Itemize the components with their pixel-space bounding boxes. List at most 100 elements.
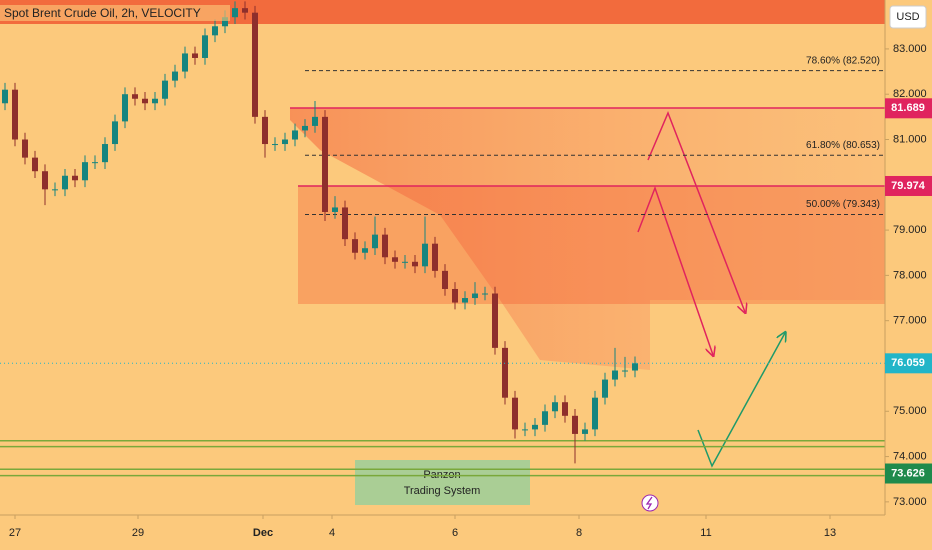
candle-body	[162, 80, 168, 99]
price-marker	[885, 463, 932, 484]
candle-body	[542, 411, 548, 425]
candle-body	[32, 157, 38, 172]
candle-body	[272, 144, 278, 146]
candle-body	[602, 379, 608, 398]
candle-body	[402, 261, 408, 263]
currency-button[interactable]	[889, 5, 927, 29]
candle-body	[222, 17, 228, 27]
candle-body	[492, 293, 498, 348]
watermark-box	[355, 460, 530, 505]
y-tick-label: 74.000	[893, 450, 927, 462]
candle-body	[512, 397, 518, 430]
candle-body	[622, 370, 628, 372]
price-marker-label: 73.626	[891, 467, 925, 479]
event-icon[interactable]	[641, 494, 659, 512]
y-tick-label: 75.000	[893, 405, 927, 417]
candle-body	[532, 424, 538, 430]
candle-body	[452, 288, 458, 303]
x-tick-label: 11	[700, 527, 711, 539]
candle-body	[172, 71, 178, 81]
y-tick-label: 82.000	[893, 88, 927, 100]
x-tick-label: 29	[132, 527, 144, 539]
candle-body	[462, 298, 468, 303]
candle-body	[12, 89, 18, 140]
candle-body	[62, 175, 68, 190]
y-tick-label: 83.000	[893, 43, 927, 55]
candle-body	[182, 53, 188, 72]
candle-body	[562, 402, 568, 416]
candle-body	[392, 257, 398, 262]
candle-body	[442, 270, 448, 289]
x-tick-label: 4	[329, 527, 335, 539]
x-tick-label: 8	[576, 527, 582, 539]
candle-body	[612, 370, 618, 380]
currency: USD	[896, 11, 919, 23]
candle-body	[322, 116, 328, 212]
chart-title: Spot Brent Crude Oil, 2h, VELOCITY	[4, 6, 201, 20]
candle-body	[22, 139, 28, 158]
candle-body	[422, 243, 428, 267]
fib-label: 78.60% (82.520)	[806, 55, 880, 66]
candle-body	[142, 98, 148, 104]
candle-body	[92, 162, 98, 164]
arrow	[697, 333, 785, 468]
x-tick-label: 6	[452, 527, 458, 539]
candle-body	[632, 363, 638, 371]
candle-body	[242, 8, 248, 13]
candle-body	[132, 94, 138, 99]
fib-label: 61.80% (80.653)	[806, 140, 880, 151]
candle-body	[472, 293, 478, 299]
event-icon	[645, 496, 653, 510]
candle-body	[432, 243, 438, 271]
y-tick-label: 78.000	[893, 269, 927, 281]
price-marker	[885, 175, 932, 196]
candle-body	[42, 171, 48, 190]
candle-body	[482, 293, 488, 295]
price-marker-label: 81.689	[891, 102, 925, 114]
candle-body	[112, 121, 118, 145]
candle-body	[372, 234, 378, 249]
candle-body	[72, 175, 78, 181]
watermark: Trading System	[404, 485, 481, 497]
x-tick-label: Dec	[253, 527, 273, 539]
candle-body	[502, 347, 508, 398]
x-tick-label: 27	[9, 527, 21, 539]
price-marker-label: 76.059	[891, 357, 925, 369]
candle-body	[352, 239, 358, 253]
red-zone	[290, 108, 885, 370]
candle-body	[572, 415, 578, 434]
candle-body	[212, 26, 218, 36]
candle-body	[252, 12, 258, 117]
candle-body	[2, 89, 8, 104]
candle-body	[232, 8, 238, 18]
price-marker	[885, 98, 932, 119]
candle-body	[582, 429, 588, 434]
candle-body	[412, 261, 418, 267]
candle-body	[122, 94, 128, 122]
candle-body	[192, 53, 198, 58]
title-backdrop	[0, 5, 230, 21]
candle-body	[152, 98, 158, 104]
candle-body	[282, 139, 288, 145]
candle-body	[592, 397, 598, 430]
x-tick-label: 13	[824, 527, 836, 539]
candle-body	[262, 116, 268, 145]
y-tick-label: 79.000	[893, 224, 927, 236]
candle-body	[552, 402, 558, 412]
price-axis	[885, 0, 932, 550]
y-tick-label: 81.000	[893, 133, 927, 145]
candle-body	[82, 162, 88, 181]
candle-body	[312, 116, 318, 126]
candle-body	[52, 189, 58, 191]
candle-body	[302, 125, 308, 131]
candle-body	[292, 130, 298, 140]
candle-body	[332, 207, 338, 212]
price-marker-label: 79.974	[891, 180, 926, 192]
candle-body	[202, 35, 208, 58]
arrow	[637, 185, 713, 355]
candle-body	[382, 234, 388, 258]
candle-body	[102, 144, 108, 163]
y-tick-label: 77.000	[893, 315, 927, 327]
arrow	[647, 111, 745, 312]
